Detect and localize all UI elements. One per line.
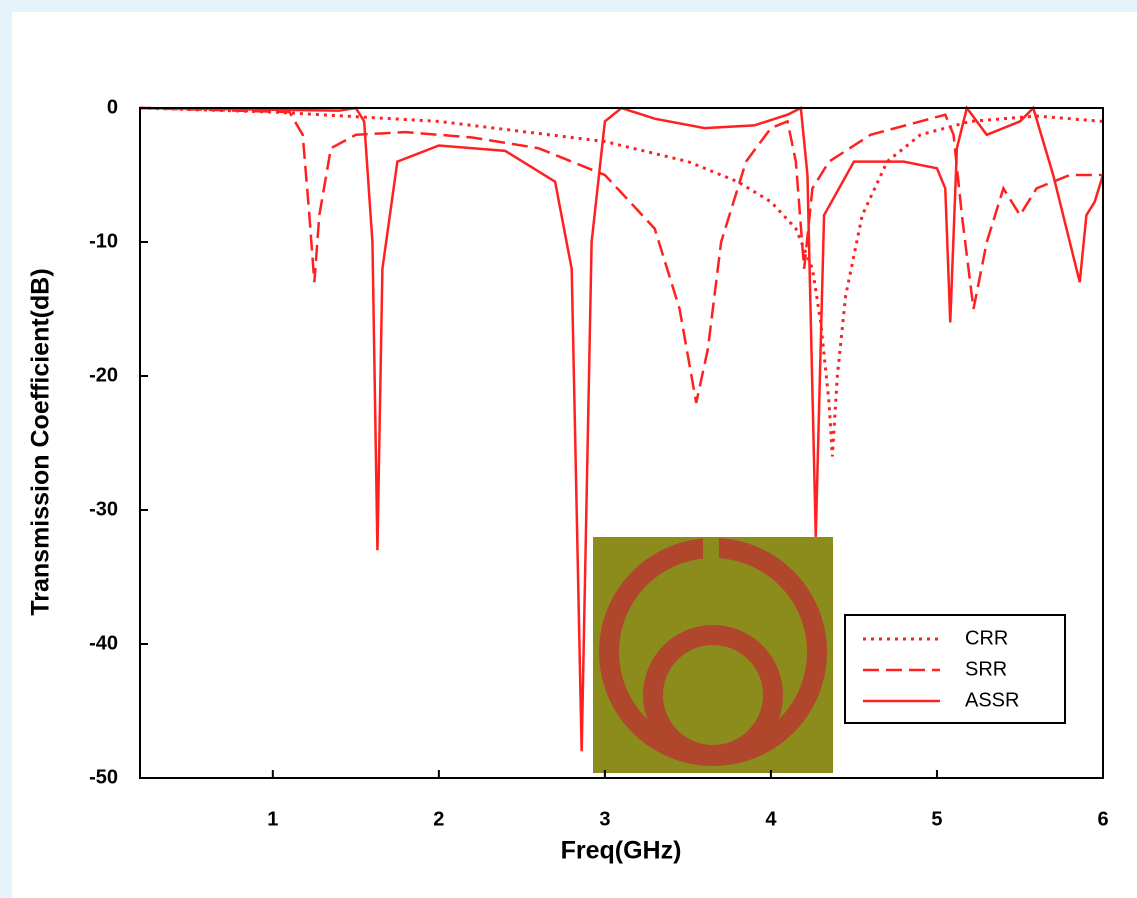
- ring-gap: [703, 538, 719, 566]
- series-line: [140, 105, 1103, 752]
- y-tick-label: -40: [89, 632, 118, 654]
- x-tick-label: 3: [599, 808, 610, 830]
- x-tick-label: 4: [765, 808, 777, 830]
- x-tick-label: 5: [931, 808, 942, 830]
- x-axis-title: Freq(GHz): [561, 837, 682, 865]
- x-tick-label: 6: [1097, 808, 1108, 830]
- y-tick-label: -50: [89, 766, 118, 788]
- x-tick-label: 2: [433, 808, 444, 830]
- axes-frame: [139, 107, 1104, 779]
- legend-label: SRR: [965, 658, 1007, 680]
- y-tick-label: -30: [89, 498, 118, 520]
- legend-label: CRR: [965, 627, 1008, 649]
- y-axis-title: Transmission Coefficient(dB): [27, 268, 55, 615]
- legend-box: [844, 614, 1066, 724]
- y-tick-label: -20: [89, 364, 118, 386]
- y-tick-label: -10: [89, 230, 118, 252]
- plot-area: [140, 105, 1103, 752]
- inset-background: [593, 537, 833, 773]
- x-tick-label: 1: [267, 808, 278, 830]
- series-line: [140, 106, 1103, 457]
- y-tick-label: 0: [107, 96, 118, 118]
- inner-ring: [643, 625, 783, 765]
- data-lines: [140, 105, 1103, 752]
- legend-label: ASSR: [965, 689, 1019, 711]
- series-line: [140, 106, 1103, 404]
- inset-image: [593, 537, 833, 773]
